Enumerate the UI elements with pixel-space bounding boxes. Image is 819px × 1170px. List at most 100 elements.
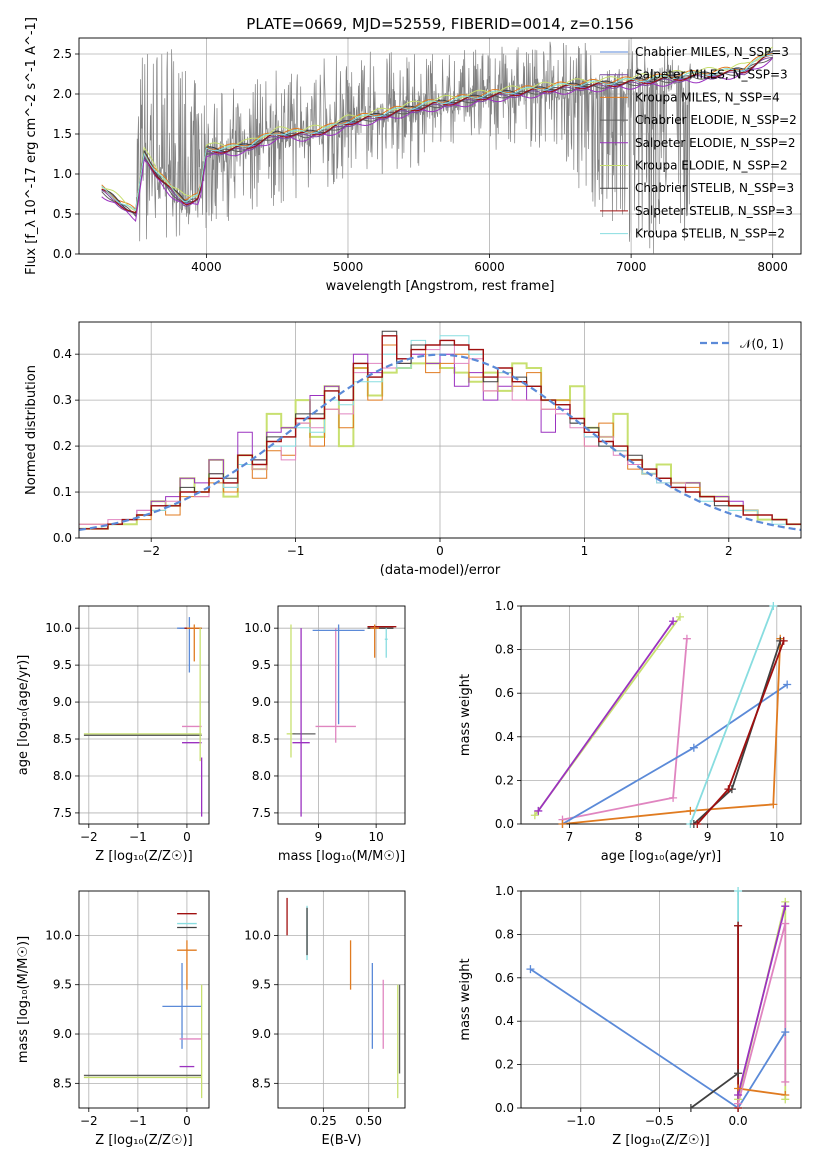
mass_vs_age-y-tick-label: 9.0 [252,695,271,709]
z_vs_mass-y-tick-label: 10.0 [45,928,72,942]
mass_vs_age-plot-area [286,624,397,817]
z_vs_weight-plus-marker [734,1099,743,1108]
z_vs_weight-x-tick-label: −1.0 [566,1114,595,1128]
spectrum-x-tick-label: 5000 [333,260,364,274]
age_vs_weight-y-tick-label: 0.6 [495,686,514,700]
z_vs_weight-plus-marker [734,887,743,895]
z_vs_weight-y-tick-label: 0.6 [495,971,514,985]
ebv_vs_mass-frame-group: 0.25 0.50 8.5 9.0 9.5 10.0 E(B-V) [244,890,406,1148]
age_vs_weight-series-line [537,620,674,812]
age_vs_weight-frame-group: 7 8 9 10 0.0 0.2 0.4 0.6 0.8 1.0 age [log₁₀(age/yr… [458,599,802,864]
age_vs_weight-frame [520,605,802,825]
mass_vs_age-axes: 9 10 7.5 8.0 8.5 9.0 9.5 10.0 mass [log₁₀(M/M☉)] [244,605,406,864]
spectrum-y-axis-label: Flux [f_λ 10^-17 erg cm^-2 s^-1 A^-1] [24,17,39,275]
z_vs_weight-y-tick-label: 0.0 [495,1101,514,1115]
age_vs_weight-x-tick-label: 7 [566,830,574,844]
residuals-y-tick-label: 0.2 [53,439,72,453]
z_vs_weight-plus-marker [781,919,790,928]
z_vs_mass-frame [78,890,210,1109]
z_vs_age-y-tick-label: 7.5 [53,806,72,820]
z_vs_mass-x-axis-label: Z [log₁₀(Z/Z☉)] [95,1133,192,1148]
z_vs_age-frame-group: −2 −1 0 7.5 8.0 8.5 9.0 9.5 10.0 Z [log₁₀(Z/Z☉)] a… [16,605,210,864]
age_vs_weight-y-tick-label: 0.4 [495,730,514,744]
z_vs_age-grid [79,606,209,824]
z_vs_weight-y-tick-label: 0.4 [495,1014,514,1028]
legend-label: Chabrier ELODIE, N_SSP=2 [635,113,797,127]
mass_vs_age-x-tick-label: 9 [315,830,323,844]
residuals-y-tick-label: 0.3 [53,393,72,407]
spectrum-x-axis-label: wavelength [Angstrom, rest frame] [326,279,555,294]
z_vs_weight-plus-marker [781,902,790,911]
spectrum-model-line [101,56,774,218]
z_vs_age-x-axis-label: Z [log₁₀(Z/Z☉)] [95,849,192,864]
spectrum-y-tick-label: 2.5 [53,47,72,61]
z_vs_age-x-tick-label: 0 [183,830,191,844]
mass_vs_age-frame-group: 9 10 7.5 8.0 8.5 9.0 9.5 10.0 mass [log₁₀(M/M☉)] [244,605,406,864]
residuals-x-tick-label: −2 [142,544,160,558]
z_vs_weight-x-tick-label: −0.5 [645,1114,674,1128]
z_vs_weight-axes: −1.0 −0.5 0.0 0.0 0.2 0.4 0.6 0.8 1.0 Z [log₁₀(Z/… [458,884,802,1148]
spectrum-x-tick-label: 4000 [191,260,222,274]
residuals-axes: −2 −1 0 1 2 0.0 0.1 0.2 0.3 0.4 (data-model)/error… [24,321,802,578]
age_vs_weight-plus-marker [530,811,539,820]
ebv_vs_mass-grid [278,891,405,1108]
age_vs_weight-x-tick-label: 9 [704,830,712,844]
figure-title: PLATE=0669, MJD=52559, FIBERID=0014, z=0… [246,15,633,33]
residuals-x-tick-label: −1 [287,544,305,558]
z_vs_weight-plus-marker [781,1077,790,1086]
spectrum-x-tick-label: 8000 [757,260,788,274]
age_vs_weight-x-axis-label: age [log₁₀(age/yr)] [601,849,722,864]
age_vs_weight-plus-marker [669,617,678,626]
residuals-y-tick-label: 0.4 [53,347,72,361]
ebv_vs_mass-frame [277,890,406,1109]
spectrum-x-tick-label: 7000 [616,260,647,274]
residuals-x-tick-label: 1 [581,544,589,558]
spectrum-y-tick-label: 0.0 [53,247,72,261]
z_vs_weight-plus-marker [686,1104,695,1112]
z_vs_weight-frame [520,890,802,1109]
z_vs_weight-x-axis-label: Z [log₁₀(Z/Z☉)] [612,1133,709,1148]
mass_vs_age-y-tick-label: 9.5 [252,658,271,672]
z_vs_weight-series-line [737,923,787,1104]
age_vs_weight-series-line [562,683,788,824]
age_vs_weight-plus-marker [558,820,567,828]
legend-label: 𝒩(0, 1) [740,337,784,351]
z_vs_weight-plus-marker [526,965,535,974]
mass_vs_age-x-axis-label: mass [log₁₀(M/M☉)] [278,849,405,864]
z_vs_age-y-tick-label: 10.0 [45,621,72,635]
z_vs_weight-plus-marker [734,921,743,930]
spectrum-x-tick-label: 6000 [474,260,505,274]
spectrum-y-tick-label: 0.5 [53,207,72,221]
z_vs_weight-plus-marker [781,1028,790,1037]
age_vs_weight-series-line [562,638,782,824]
mass_vs_age-y-tick-label: 7.5 [252,806,271,820]
z_vs_age-axes: −2 −1 0 7.5 8.0 8.5 9.0 9.5 10.0 Z [log₁₀(Z/Z☉)] a… [16,605,210,864]
age_vs_weight-y-axis-label: mass weight [458,674,473,756]
z_vs_weight-plus-marker [781,1095,790,1104]
residuals-x-axis-label: (data-model)/error [380,563,501,578]
z_vs_mass-y-tick-label: 9.5 [53,978,72,992]
mass_vs_age-y-tick-label: 10.0 [244,621,271,635]
age_vs_weight-plus-marker [769,800,778,809]
ebv_vs_mass-y-tick-label: 9.0 [252,1027,271,1041]
spectrum-y-tick-label: 1.5 [53,127,72,141]
z_vs_age-x-tick-label: −1 [129,830,147,844]
spectrum-model-line [101,54,773,212]
z_vs_mass-plot-area [83,913,203,1099]
residuals-plot-area [79,330,801,531]
age_vs_weight-plus-marker [724,785,733,794]
age_vs_weight-y-tick-label: 0.8 [495,643,514,657]
residuals-frame-group: −2 −1 0 1 2 0.0 0.1 0.2 0.3 0.4 (data-model)/error… [24,321,802,578]
plot-layer: 4000 5000 6000 7000 8000 0.0 0.5 1.0 1.5 2.0 2.5 wa… [16,17,802,1148]
spectrum-y-tick-label: 2.0 [53,87,72,101]
z_vs_weight-series-line [529,968,787,1108]
mass_vs_age-frame [277,605,406,825]
spectrum-y-tick-label: 1.0 [53,167,72,181]
age_vs_weight-plus-marker [686,806,695,815]
z_vs_mass-y-tick-label: 9.0 [53,1027,72,1041]
spectrum-frame [78,37,802,255]
spectrum-model-line [101,54,773,214]
z_vs_mass-y-tick-label: 8.5 [53,1076,72,1090]
legend-label: Chabrier MILES, N_SSP=3 [635,45,789,59]
z_vs_mass-y-axis-label: mass [log₁₀(M/M☉)] [16,936,31,1063]
